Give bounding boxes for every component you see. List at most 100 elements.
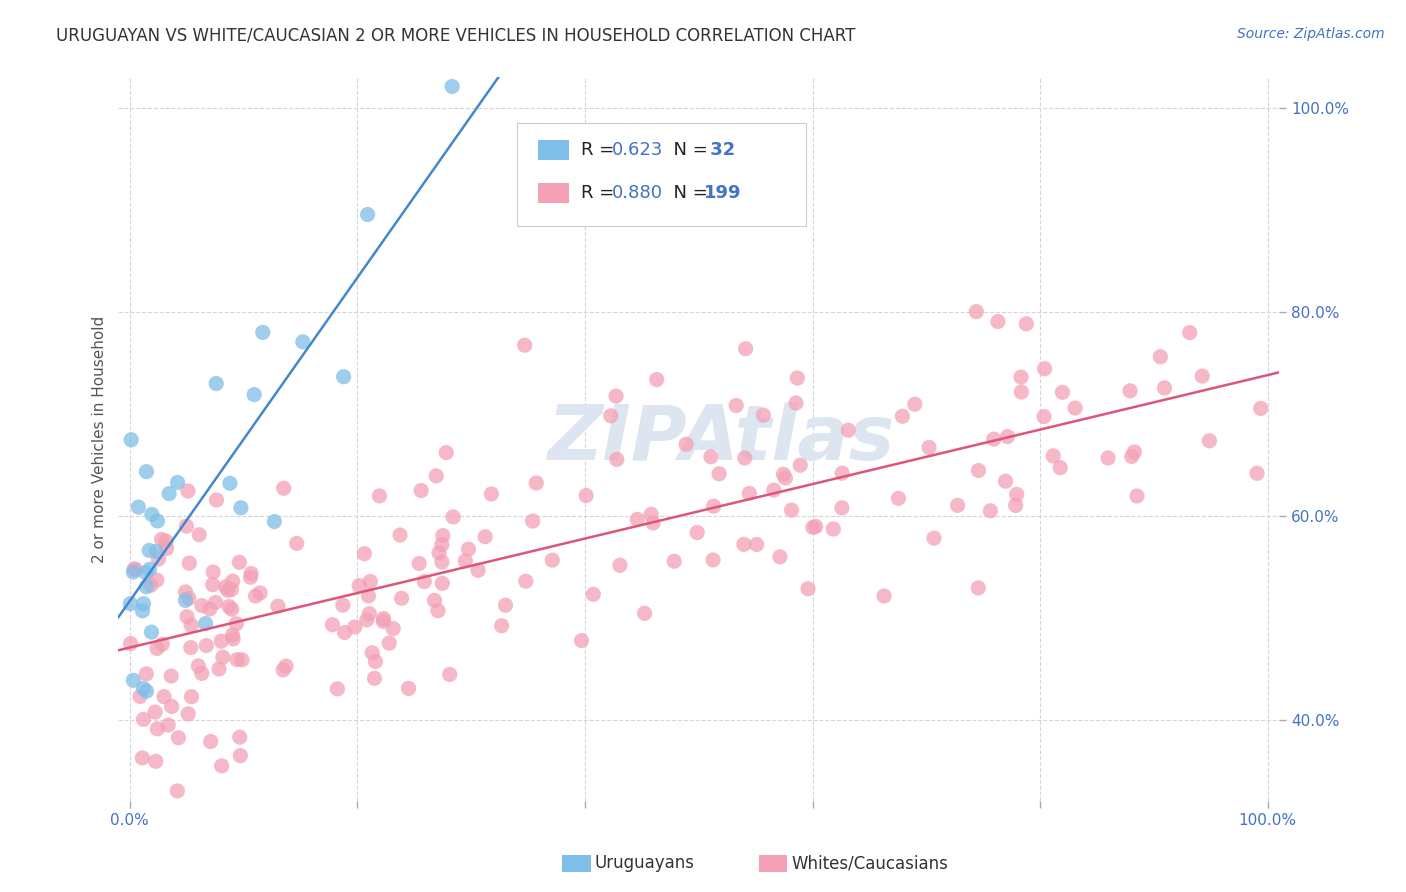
Point [157, 486, 180, 500]
Point [457, 542, 479, 557]
Point [734, 342, 756, 356]
Point [797, 582, 820, 596]
Point [195, 639, 218, 653]
Text: URUGUAYAN VS WHITE/CAUCASIAN 2 OR MORE VEHICLES IN HOUSEHOLD CORRELATION CHART: URUGUAYAN VS WHITE/CAUCASIAN 2 OR MORE V… [56, 27, 856, 45]
Point [211, 759, 233, 773]
Point [221, 628, 243, 642]
Point [606, 452, 628, 467]
Point [132, 712, 155, 726]
Point [922, 531, 945, 545]
Point [1042, 449, 1064, 463]
Point [356, 207, 378, 221]
Point [229, 500, 252, 515]
Point [1010, 370, 1032, 384]
Point [143, 705, 166, 719]
Point [191, 666, 214, 681]
Point [1198, 434, 1220, 448]
Point [146, 722, 169, 736]
Point [141, 625, 163, 640]
Point [135, 566, 157, 580]
Point [1123, 445, 1146, 459]
Point [221, 574, 243, 589]
Point [177, 591, 200, 606]
Point [249, 586, 271, 600]
Point [1033, 409, 1056, 424]
Point [987, 314, 1010, 328]
Point [180, 640, 202, 655]
Point [700, 450, 723, 464]
Point [135, 580, 157, 594]
Point [219, 476, 242, 491]
Point [347, 578, 370, 592]
Point [378, 636, 401, 650]
Point [212, 650, 235, 665]
Point [522, 514, 544, 528]
Text: ZIPAtlas: ZIPAtlas [548, 402, 896, 476]
Point [368, 489, 391, 503]
Point [209, 634, 232, 648]
Point [221, 602, 243, 616]
Point [1250, 401, 1272, 416]
Text: 0.880: 0.880 [612, 184, 662, 202]
Point [177, 706, 200, 721]
Point [201, 577, 224, 591]
Point [191, 599, 214, 613]
Point [599, 409, 621, 423]
Point [218, 599, 240, 614]
Point [491, 618, 513, 632]
Point [221, 582, 243, 597]
Point [229, 748, 252, 763]
Point [267, 599, 290, 614]
Point [166, 784, 188, 798]
Point [1010, 384, 1032, 399]
Point [356, 613, 378, 627]
Point [873, 589, 896, 603]
Point [132, 597, 155, 611]
Point [285, 536, 308, 550]
Point [180, 618, 202, 632]
Point [291, 334, 314, 349]
Point [775, 471, 797, 485]
Point [413, 574, 436, 589]
Text: 199: 199 [704, 184, 742, 202]
Point [785, 396, 807, 410]
Text: Whites/Caucasians: Whites/Caucasians [792, 855, 949, 872]
Point [141, 508, 163, 522]
Point [946, 499, 969, 513]
Point [274, 659, 297, 673]
Point [703, 499, 725, 513]
Point [122, 562, 145, 576]
Point [967, 463, 990, 477]
Point [887, 491, 910, 506]
Point [1121, 450, 1143, 464]
Point [174, 585, 197, 599]
Point [427, 604, 450, 618]
Point [245, 589, 267, 603]
Point [239, 570, 262, 584]
Point [801, 520, 824, 534]
Point [226, 652, 249, 666]
Point [524, 475, 547, 490]
Text: N =: N = [662, 141, 714, 159]
Point [132, 681, 155, 696]
Point [983, 432, 1005, 446]
Point [769, 549, 792, 564]
Point [1097, 450, 1119, 465]
Point [176, 609, 198, 624]
Point [408, 557, 430, 571]
Point [582, 587, 605, 601]
Point [575, 489, 598, 503]
Point [1049, 460, 1071, 475]
Point [997, 429, 1019, 443]
Point [823, 522, 845, 536]
Point [138, 543, 160, 558]
Point [1119, 384, 1142, 398]
Point [333, 625, 356, 640]
Point [176, 519, 198, 533]
Point [1033, 361, 1056, 376]
Point [1005, 487, 1028, 501]
Point [222, 632, 245, 646]
Point [205, 376, 228, 391]
Y-axis label: 2 or more Vehicles in Household: 2 or more Vehicles in Household [93, 316, 107, 563]
Point [129, 690, 152, 704]
